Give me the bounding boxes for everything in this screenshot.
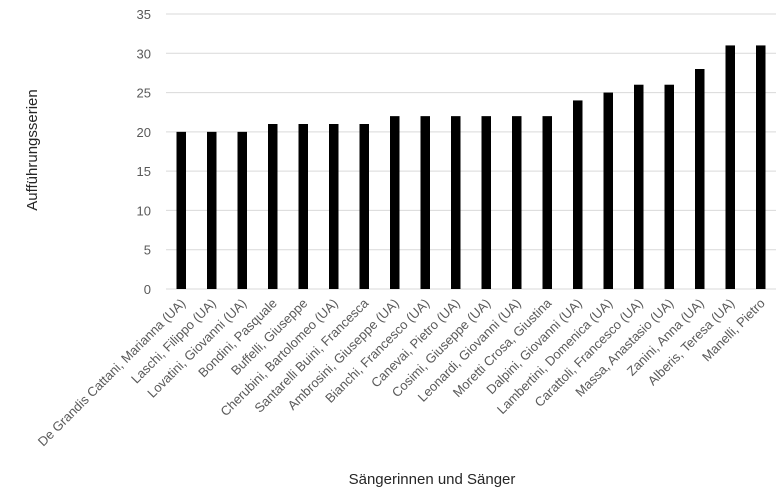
y-tick-label: 30 xyxy=(137,46,151,61)
bar xyxy=(329,124,339,289)
y-axis-title: Aufführungsserien xyxy=(24,89,41,210)
y-tick-label: 5 xyxy=(144,243,151,258)
y-tick-label: 25 xyxy=(137,86,151,101)
bar xyxy=(451,116,461,290)
bar xyxy=(695,69,705,289)
y-tick-label: 20 xyxy=(137,125,151,140)
bar xyxy=(512,116,522,290)
bar xyxy=(298,124,308,289)
bar xyxy=(176,131,186,289)
bar xyxy=(268,124,278,289)
x-axis-title: Sängerinnen und Sänger xyxy=(349,471,516,488)
gridlines xyxy=(166,13,776,290)
bar xyxy=(725,45,735,289)
bar xyxy=(420,116,430,290)
y-tick-label: 10 xyxy=(137,203,151,218)
bar xyxy=(603,92,613,289)
bar xyxy=(756,45,766,289)
bar xyxy=(237,131,247,289)
bar xyxy=(359,124,369,289)
y-axis-tick-labels: 0 5 10 15 20 25 30 35 xyxy=(137,7,151,297)
x-axis-tick-labels: De Grandis Cattani, Marianna (UA)Laschi,… xyxy=(35,295,768,449)
bar xyxy=(634,84,644,289)
y-tick-label: 15 xyxy=(137,164,151,179)
y-tick-label: 0 xyxy=(144,282,151,297)
bars xyxy=(176,45,766,290)
bar xyxy=(664,84,674,289)
bar xyxy=(390,116,400,290)
bar xyxy=(207,131,217,289)
y-tick-label: 35 xyxy=(137,7,151,22)
bar xyxy=(481,116,491,290)
bar xyxy=(542,116,552,290)
bar xyxy=(573,100,583,289)
